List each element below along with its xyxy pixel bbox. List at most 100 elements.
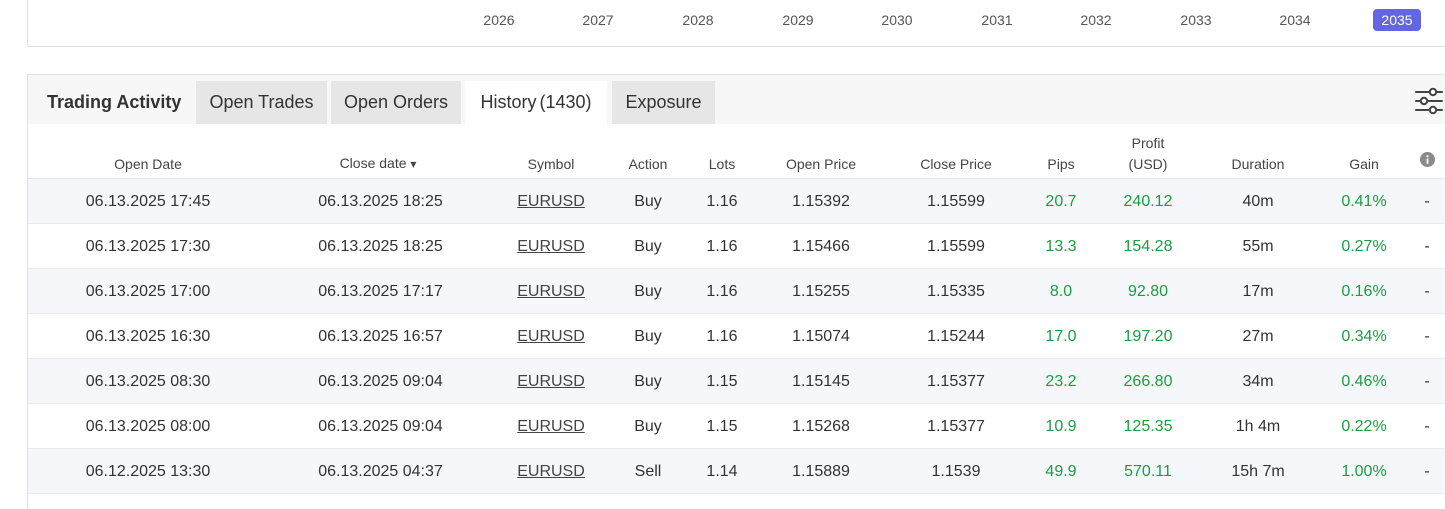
table-row[interactable]: 06.13.2025 08:30 06.13.2025 09:04 EURUSD Bu…: [28, 359, 1445, 404]
cell-open-price: 1.15392: [792, 193, 850, 210]
cell-duration: 17m: [1242, 283, 1274, 300]
cell-open-date: 06.13.2025 17:30: [85, 238, 211, 255]
table-row[interactable]: 06.13.2025 17:30 06.13.2025 18:25 EURUSD Bu…: [28, 224, 1445, 269]
year-2031[interactable]: 2031: [981, 12, 1013, 28]
cell-lots: 1.16: [706, 193, 738, 210]
year-2029[interactable]: 2029: [782, 12, 814, 28]
cell-close-date: 06.13.2025 04:37: [318, 463, 443, 480]
cell-profit: 266.80: [1123, 373, 1173, 390]
cell-gain: 0.22%: [1341, 418, 1387, 435]
header-symbol[interactable]: Symbol: [527, 156, 575, 172]
cell-open-price: 1.15466: [792, 238, 850, 255]
cell-pips: 20.7: [1045, 193, 1077, 210]
cell-close-date: 06.13.2025 09:04: [318, 418, 443, 435]
cell-open-date: 06.13.2025 17:45: [85, 193, 211, 210]
year-selector: 2026 2027 2028 2029 2030 2031 2032 2033 …: [27, 0, 1445, 47]
header-gain[interactable]: Gain: [1349, 156, 1379, 172]
cell-action: Buy: [634, 418, 662, 435]
cell-open-date: 06.13.2025 08:00: [85, 418, 211, 435]
header-close-date-label: Close date: [339, 155, 407, 171]
cell-symbol[interactable]: EURUSD: [517, 283, 585, 300]
tab-open-trades[interactable]: Open Trades: [196, 81, 327, 124]
year-2030[interactable]: 2030: [881, 12, 913, 28]
tab-open-orders[interactable]: Open Orders: [331, 81, 461, 124]
header-profit-unit: (USD): [1128, 156, 1168, 172]
cell-open-price: 1.15889: [792, 463, 850, 480]
cell-symbol[interactable]: EURUSD: [517, 238, 585, 255]
header-open-price[interactable]: Open Price: [785, 156, 857, 172]
year-2034[interactable]: 2034: [1279, 12, 1311, 28]
cell-open-date: 06.13.2025 08:30: [85, 373, 211, 390]
cell-gain: 0.34%: [1341, 328, 1387, 345]
cell-lots: 1.16: [706, 238, 738, 255]
cell-symbol[interactable]: EURUSD: [517, 193, 585, 210]
cell-pips: 17.0: [1045, 328, 1077, 345]
cell-gain: 0.16%: [1341, 283, 1387, 300]
cell-close-price: 1.1539: [931, 463, 981, 480]
tab-label: Open Trades: [209, 92, 314, 112]
cell-close-price: 1.15335: [927, 283, 985, 300]
header-profit-label: Profit: [1131, 135, 1165, 151]
trading-activity-panel: Trading Activity Open Trades Open Orders…: [27, 74, 1445, 509]
tab-label: Open Orders: [343, 92, 449, 112]
header-profit[interactable]: Profit (USD): [1118, 133, 1178, 174]
cell-action: Buy: [634, 283, 662, 300]
cell-close-price: 1.15377: [927, 418, 985, 435]
table-row[interactable]: 06.12.2025 13:30 06.13.2025 04:37 EURUSD Se…: [28, 449, 1445, 494]
sliders-icon[interactable]: [1414, 87, 1444, 115]
panel-title: Trading Activity: [47, 92, 182, 112]
cell-duration: 27m: [1242, 328, 1274, 345]
cell-close-price: 1.15599: [927, 193, 985, 210]
cell-pips: 8.0: [1049, 283, 1073, 300]
cell-duration: 40m: [1242, 193, 1274, 210]
cell-gain: 0.27%: [1341, 238, 1387, 255]
header-lots[interactable]: Lots: [708, 156, 736, 172]
cell-pips: 49.9: [1045, 463, 1077, 480]
year-2028[interactable]: 2028: [682, 12, 714, 28]
cell-symbol[interactable]: EURUSD: [517, 463, 585, 480]
cell-open-price: 1.15268: [792, 418, 850, 435]
header-action[interactable]: Action: [628, 156, 668, 172]
header-duration[interactable]: Duration: [1231, 156, 1285, 172]
tab-bar: Trading Activity Open Trades Open Orders…: [28, 75, 1445, 124]
cell-extra: -: [1424, 418, 1430, 435]
header-open-date[interactable]: Open Date: [114, 156, 182, 172]
cell-symbol[interactable]: EURUSD: [517, 418, 585, 435]
year-2033[interactable]: 2033: [1180, 12, 1212, 28]
header-close-date[interactable]: Close date ▾: [318, 153, 438, 174]
tab-count: (1430): [539, 92, 592, 112]
year-2032[interactable]: 2032: [1080, 12, 1112, 28]
tab-exposure[interactable]: Exposure: [612, 81, 715, 124]
year-2026[interactable]: 2026: [483, 12, 515, 28]
cell-close-date: 06.13.2025 18:25: [318, 238, 443, 255]
year-2027[interactable]: 2027: [582, 12, 614, 28]
cell-gain: 0.41%: [1341, 193, 1387, 210]
cell-duration: 15h 7m: [1231, 463, 1285, 480]
cell-symbol[interactable]: EURUSD: [517, 328, 585, 345]
year-2035-selected[interactable]: 2035: [1373, 9, 1421, 31]
table-row[interactable]: 06.13.2025 16:30 06.13.2025 16:57 EURUSD Bu…: [28, 314, 1445, 359]
header-close-price[interactable]: Close Price: [920, 156, 992, 172]
table-row[interactable]: 06.13.2025 17:45 06.13.2025 18:25 EURUSD Bu…: [28, 179, 1445, 224]
tab-history[interactable]: History (1430): [465, 81, 607, 124]
cell-profit: 92.80: [1127, 283, 1169, 300]
cell-duration: 55m: [1242, 238, 1274, 255]
header-pips[interactable]: Pips: [1047, 156, 1075, 172]
table-row[interactable]: 06.13.2025 08:00 06.13.2025 09:04 EURUSD Bu…: [28, 404, 1445, 449]
cell-duration: 34m: [1242, 373, 1274, 390]
cell-extra: -: [1424, 463, 1430, 480]
cell-close-date: 06.13.2025 18:25: [318, 193, 443, 210]
cell-open-price: 1.15145: [792, 373, 850, 390]
cell-lots: 1.15: [706, 418, 738, 435]
cell-close-price: 1.15599: [927, 238, 985, 255]
cell-gain: 1.00%: [1341, 463, 1387, 480]
cell-action: Buy: [634, 193, 662, 210]
cell-lots: 1.15: [706, 373, 738, 390]
info-icon[interactable]: [1417, 152, 1437, 172]
cell-profit: 197.20: [1123, 328, 1173, 345]
cell-open-date: 06.13.2025 17:00: [85, 283, 211, 300]
table-row[interactable]: 06.13.2025 17:00 06.13.2025 17:17 EURUSD Bu…: [28, 269, 1445, 314]
cell-symbol[interactable]: EURUSD: [517, 373, 585, 390]
cell-pips: 23.2: [1045, 373, 1077, 390]
cell-profit: 125.35: [1123, 418, 1173, 435]
